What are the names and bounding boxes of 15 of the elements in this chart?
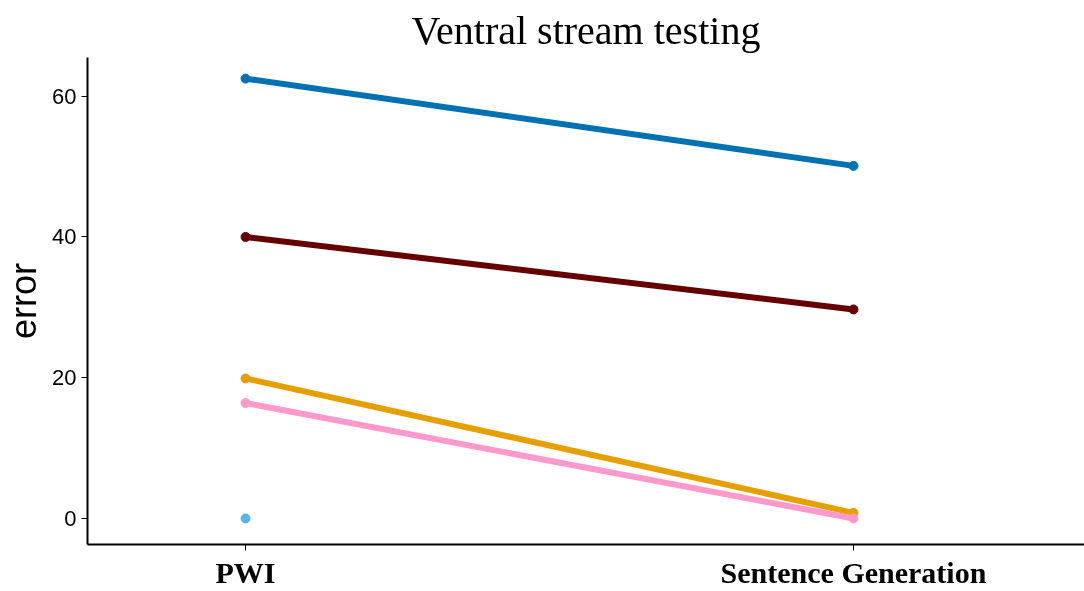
chart-title: Ventral stream testing <box>411 7 761 53</box>
point <box>240 373 251 384</box>
y-tick-label: 0 <box>64 505 77 531</box>
y-axis-title: error <box>3 262 45 339</box>
point <box>848 513 859 524</box>
x-tick-label: PWI <box>215 555 276 589</box>
y-tick-label: 20 <box>52 365 77 391</box>
point <box>240 398 251 409</box>
point <box>848 304 859 315</box>
point <box>240 73 251 84</box>
point <box>240 231 251 242</box>
x-tick-label: Sentence Generation <box>720 555 987 589</box>
y-tick-label: 40 <box>52 224 77 250</box>
point <box>848 160 859 171</box>
y-tick-label: 60 <box>52 83 77 109</box>
